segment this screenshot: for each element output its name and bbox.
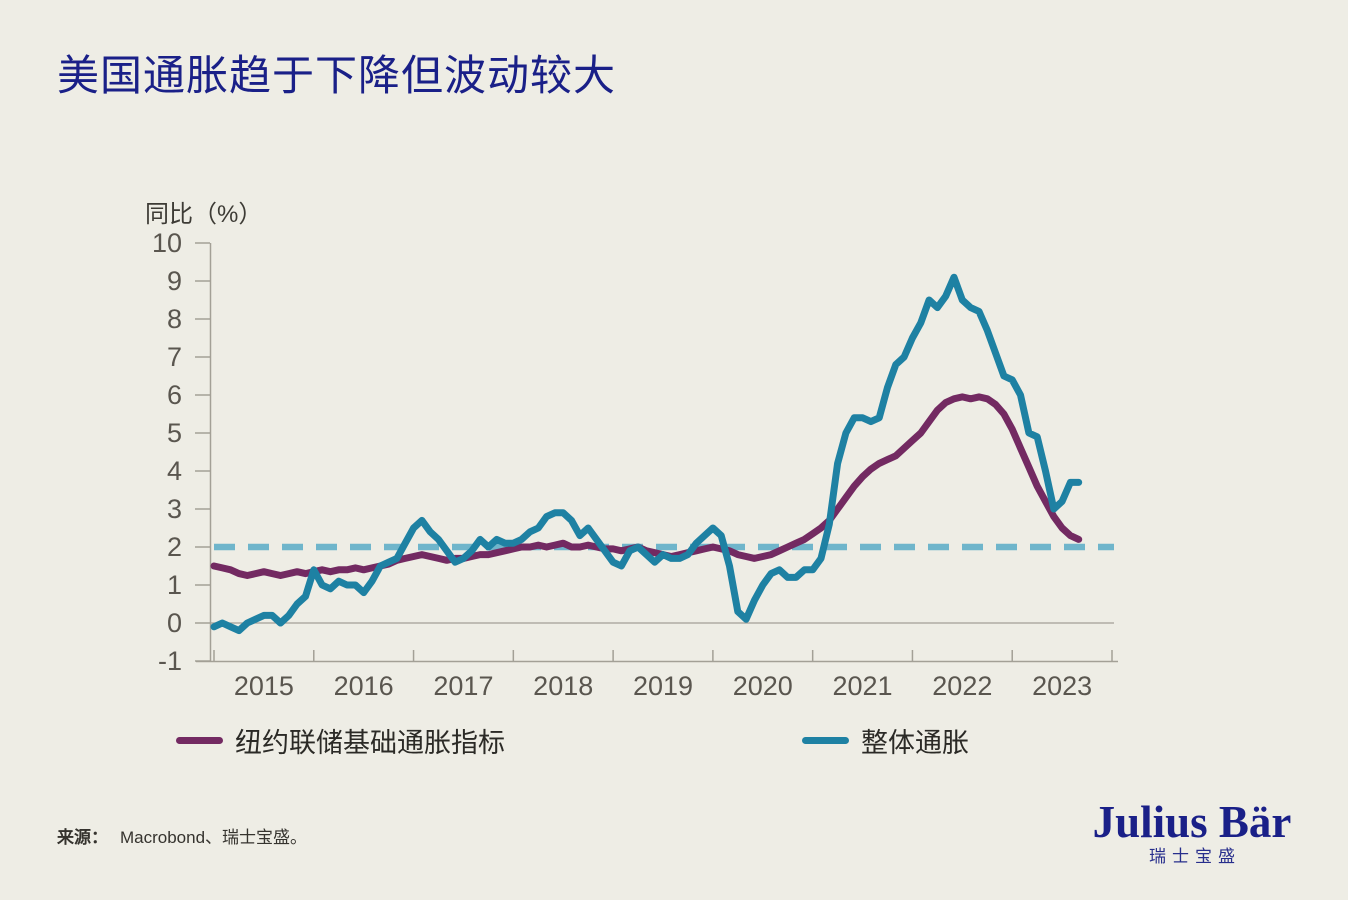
y-tick-label: 2	[166, 532, 182, 562]
source-text: Macrobond、瑞士宝盛。	[120, 828, 308, 847]
y-tick-label: 9	[166, 266, 182, 296]
uig-series-label: 纽约联储基础通胀指标	[235, 727, 505, 758]
y-tick-label: 1	[166, 570, 182, 600]
y-tick-label: 6	[166, 380, 182, 410]
x-tick-label: 2016	[333, 671, 394, 701]
x-tick-label: 2015	[233, 671, 294, 701]
x-tick-label: 2019	[632, 671, 694, 701]
headline-series-label: 整体通胀	[861, 727, 969, 758]
y-tick-label: -1	[157, 646, 182, 676]
y-tick-label: 10	[151, 228, 182, 258]
headline-series-swatch	[802, 736, 849, 744]
x-tick-label: 2022	[932, 671, 993, 701]
y-tick-label: 0	[166, 608, 182, 638]
x-tick-label: 2023	[1032, 671, 1093, 701]
legend-item-headline: 整体通胀	[802, 724, 969, 758]
page-title: 美国通胀趋于下降但波动较大	[57, 52, 617, 99]
x-tick-label: 2017	[433, 671, 494, 701]
x-tick-label: 2020	[732, 671, 793, 701]
logo-wordmark: Julius Bär	[1092, 797, 1292, 847]
y-tick-label: 7	[166, 342, 182, 372]
source-label: 来源：	[57, 828, 108, 847]
x-tick-label: 2018	[533, 671, 594, 701]
y-axis-label: 同比（%）	[145, 201, 263, 228]
y-tick-label: 3	[166, 494, 182, 524]
y-tick-label: 4	[166, 456, 182, 486]
source-note: 来源： Macrobond、瑞士宝盛。	[57, 823, 307, 848]
logo-chinese-name: 瑞士宝盛	[1149, 847, 1241, 866]
y-tick-label: 5	[166, 418, 182, 448]
uig-series-swatch	[176, 736, 223, 744]
y-tick-label: 8	[166, 304, 182, 334]
uig-series-line	[210, 393, 1083, 579]
julius-baer-logo: Julius Bär 瑞士宝盛	[1062, 799, 1322, 867]
legend-item-uig: 纽约联储基础通胀指标	[176, 724, 505, 758]
x-tick-label: 2021	[832, 671, 893, 701]
headline-inflation-line	[210, 273, 1083, 635]
